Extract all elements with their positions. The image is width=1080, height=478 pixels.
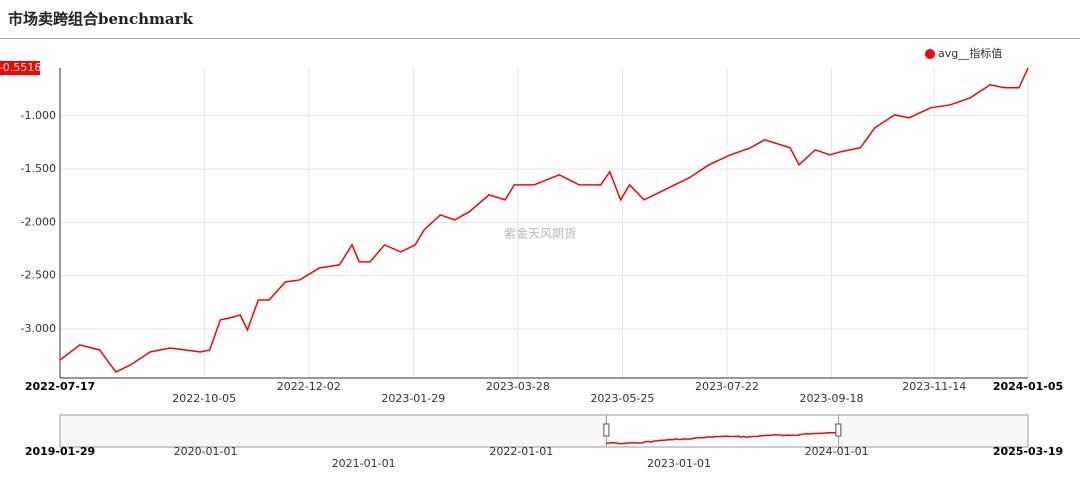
x-tick-label: 2022-12-02	[277, 380, 341, 393]
zoom-tick-label: 2023-01-01	[647, 457, 711, 470]
x-tick-label: 2023-03-28	[486, 380, 550, 393]
zoom-shade	[59, 414, 607, 448]
chart-title: 市场卖跨组合benchmark	[8, 10, 193, 28]
legend-label: avg__指标值	[938, 46, 1002, 60]
legend-swatch	[925, 49, 935, 59]
series-line	[59, 67, 1029, 373]
x-tick-label: 2023-05-25	[590, 392, 654, 405]
y-tick-label: -1.500	[21, 162, 56, 175]
zoom-tick-label: 2024-01-01	[805, 445, 869, 458]
zoom-shade	[837, 414, 1029, 448]
x-tick-label: 2024-01-05	[993, 380, 1063, 393]
y-tick-label: -3.000	[21, 322, 56, 335]
watermark: 紫金天风期货	[504, 226, 576, 241]
x-tick-label: 2023-01-29	[381, 392, 445, 405]
y-tick-label: -2.000	[21, 215, 56, 228]
x-tick-label: 2022-10-05	[172, 392, 236, 405]
max-marker-box	[0, 61, 40, 75]
zoom-tick-label: 2021-01-01	[332, 457, 396, 470]
max-marker-label: -0.5516	[0, 61, 41, 74]
x-tick-label: 2023-11-14	[902, 380, 966, 393]
zoom-handle	[835, 423, 842, 437]
zoom-tick-label: 2022-01-01	[489, 445, 553, 458]
zoom-tick-label: 2019-01-29	[25, 445, 95, 458]
zoom-line	[606, 431, 839, 445]
x-tick-label: 2023-07-22	[695, 380, 759, 393]
y-tick-label: -2.500	[21, 269, 56, 282]
y-tick-label: -1.000	[21, 109, 56, 122]
zoom-tick-label: 2025-03-19	[993, 445, 1063, 458]
x-tick-label: 2022-07-17	[25, 380, 95, 393]
x-tick-label: 2023-09-18	[800, 392, 864, 405]
zoom-handle	[603, 423, 610, 437]
zoom-tick-label: 2020-01-01	[174, 445, 238, 458]
